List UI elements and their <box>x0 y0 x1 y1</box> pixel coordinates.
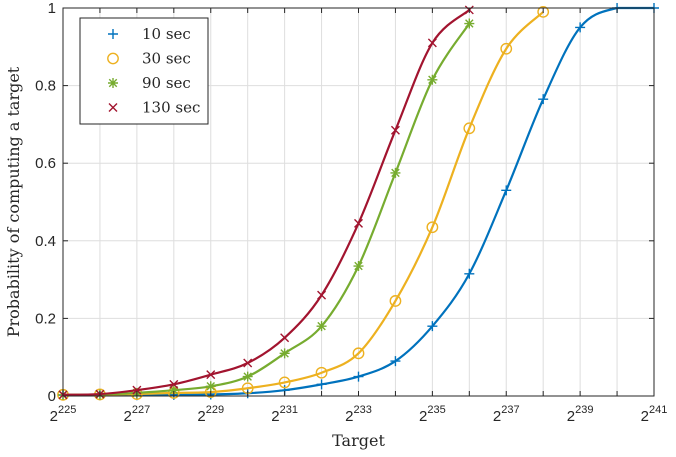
legend-label: 10 sec <box>142 25 191 43</box>
y-tick-label: 0.4 <box>35 233 56 250</box>
data-point-cross <box>280 333 290 343</box>
x-tick-label: 2237 <box>493 404 520 425</box>
data-point-cross <box>108 103 118 112</box>
x-tick-label: 2229 <box>197 404 224 425</box>
data-point-plus <box>390 356 401 367</box>
x-tick-label: 2227 <box>124 404 151 425</box>
x-tick-label: 2235 <box>419 404 446 425</box>
legend-item: 90 sec <box>108 74 191 92</box>
x-axis-label: Target <box>332 431 385 450</box>
x-tick-exponent: 241 <box>649 404 667 416</box>
data-point-circle <box>107 52 119 65</box>
x-tick-exponent: 229 <box>206 404 224 416</box>
data-point-asterisk <box>316 321 327 332</box>
data-point-asterisk <box>242 371 253 382</box>
y-tick-label: 1 <box>48 0 56 17</box>
legend-item: 10 sec <box>108 25 191 43</box>
data-point-asterisk <box>168 385 179 396</box>
x-tick-base: 2 <box>345 408 353 425</box>
data-point-asterisk <box>108 78 118 88</box>
x-tick-label: 2241 <box>641 404 668 425</box>
x-tick-base: 2 <box>493 408 501 425</box>
y-tick-label: 0 <box>48 388 56 405</box>
legend-box <box>79 17 209 125</box>
data-point-plus <box>353 371 364 382</box>
legend-label: 30 sec <box>142 50 191 68</box>
x-tick-exponent: 225 <box>58 404 76 416</box>
legend-item: 30 sec <box>107 50 191 68</box>
x-tick-base: 2 <box>197 408 205 425</box>
data-point-cross <box>206 370 216 380</box>
data-point-circle <box>315 366 328 379</box>
x-tick-label: 2225 <box>50 404 77 425</box>
x-tick-label: 2233 <box>345 404 372 425</box>
x-tick-exponent: 235 <box>427 404 445 416</box>
series-30-sec <box>57 5 550 401</box>
data-point-cross <box>354 218 363 228</box>
data-point-asterisk <box>390 167 401 178</box>
data-point-cross <box>132 385 142 395</box>
data-point-cross <box>243 358 253 368</box>
data-point-plus <box>538 94 549 105</box>
legend-item: 130 sec <box>108 99 200 117</box>
legend-label: 90 sec <box>142 74 191 92</box>
data-point-asterisk <box>205 381 216 392</box>
x-tick-exponent: 227 <box>132 404 150 416</box>
data-point-plus <box>108 29 118 39</box>
data-point-plus <box>316 379 327 390</box>
x-tick-exponent: 231 <box>280 404 298 416</box>
legend-label: 130 sec <box>142 99 200 117</box>
legend: 10 sec 30 sec 90 sec 130 sec <box>79 17 209 125</box>
x-tick-label: 2231 <box>271 404 298 425</box>
data-point-circle <box>537 5 550 18</box>
data-point-cross <box>427 38 437 48</box>
data-point-plus <box>501 185 512 196</box>
data-point-circle <box>463 122 476 135</box>
x-tick-base: 2 <box>124 408 132 425</box>
data-point-asterisk <box>427 74 438 85</box>
data-point-asterisk <box>464 18 475 29</box>
data-point-asterisk <box>279 348 290 359</box>
y-tick-label: 0.8 <box>35 78 56 95</box>
x-tick-label: 2239 <box>567 404 594 425</box>
x-tick-base: 2 <box>50 408 58 425</box>
data-point-asterisk <box>353 261 364 272</box>
data-point-plus <box>464 268 475 279</box>
series-line <box>62 11 544 396</box>
y-tick-label: 0.2 <box>35 310 56 327</box>
x-tick-base: 2 <box>271 408 279 425</box>
data-point-circle <box>389 295 402 307</box>
data-point-cross <box>169 379 179 389</box>
data-point-circle <box>500 42 513 55</box>
data-point-circle <box>352 347 365 360</box>
data-point-plus <box>575 22 586 33</box>
x-tick-exponent: 233 <box>353 404 371 416</box>
data-point-cross <box>390 125 400 135</box>
y-axis-label: Probability of computing a target <box>4 66 23 337</box>
x-tick-base: 2 <box>419 408 427 425</box>
x-tick-exponent: 239 <box>575 404 593 416</box>
y-tick-label: 0.6 <box>35 155 56 172</box>
x-tick-base: 2 <box>567 408 575 425</box>
data-point-circle <box>278 376 291 389</box>
data-point-cross <box>317 290 327 300</box>
data-point-plus <box>427 321 438 332</box>
x-tick-base: 2 <box>641 408 649 425</box>
data-point-circle <box>426 221 439 234</box>
x-tick-exponent: 237 <box>501 404 519 416</box>
